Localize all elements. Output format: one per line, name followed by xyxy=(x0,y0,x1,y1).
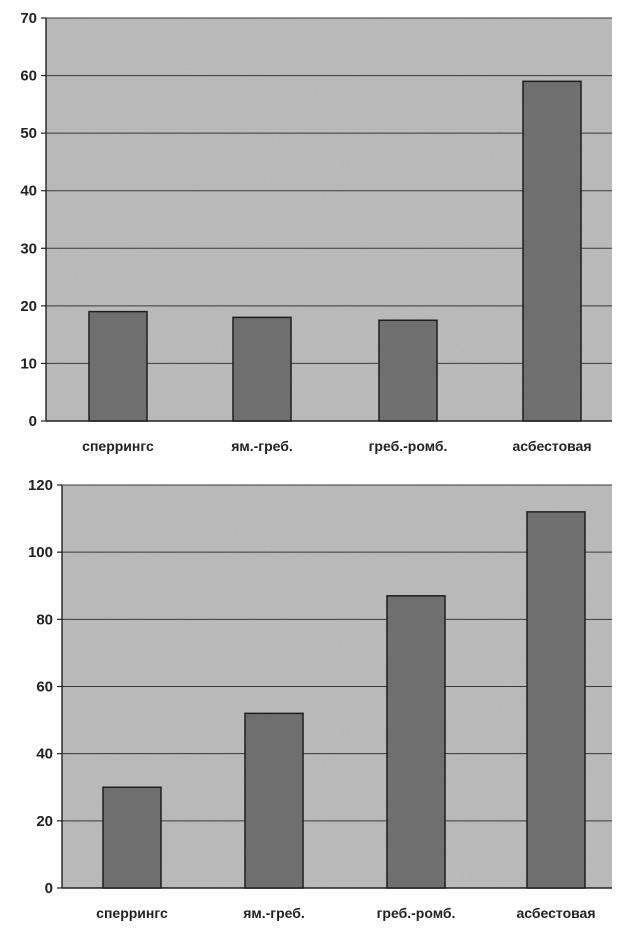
chart1-ytick-label: 30 xyxy=(20,240,37,257)
chart2-ytick-label: 60 xyxy=(36,679,53,696)
chart1-ytick-label: 40 xyxy=(20,183,37,200)
chart2-category-label: сперрингс xyxy=(96,905,168,921)
chart1-category-label: сперрингс xyxy=(82,438,154,454)
chart2-bar-2 xyxy=(244,712,304,889)
chart2-category-label: греб.-ромб. xyxy=(377,905,456,921)
chart2-ytick-label: 40 xyxy=(36,746,53,763)
chart1-bar-1 xyxy=(88,310,148,422)
chart1-ytick-label: 20 xyxy=(20,298,37,315)
chart1-bar-2 xyxy=(232,316,292,422)
chart2-ytick-label: 20 xyxy=(36,813,53,830)
chart1-category-label: греб.-ромб. xyxy=(369,438,448,454)
chart1-category-label: ям.-греб. xyxy=(231,438,293,454)
chart2-ytick-label: 120 xyxy=(28,477,53,494)
chart1-category-label: асбестовая xyxy=(512,438,591,454)
chart1-ytick-label: 60 xyxy=(20,68,37,85)
chart-1: 0 10 20 30 40 50 60 70 сперрингс ям.-греб. греб.-р… xyxy=(20,10,612,454)
chart2-category-label: ям.-греб. xyxy=(243,905,305,921)
chart2-category-label: асбестовая xyxy=(516,905,595,921)
chart1-bar-4 xyxy=(522,80,582,422)
chart1-ytick-label: 10 xyxy=(20,355,37,372)
chart2-ytick-label: 0 xyxy=(45,880,53,897)
chart2-bar-4 xyxy=(526,511,586,889)
chart2-bar-1 xyxy=(102,786,162,889)
chart2-bar-3 xyxy=(386,595,446,889)
chart1-ytick-label: 70 xyxy=(20,10,37,27)
chart1-ytick-label: 0 xyxy=(29,413,37,430)
chart2-ytick-label: 100 xyxy=(28,544,53,561)
chart1-ytick-label: 50 xyxy=(20,125,37,142)
chart1-bar-3 xyxy=(378,319,438,422)
chart-2: 0 20 40 60 80 100 120 сперрингс ям.-греб. греб.-р… xyxy=(28,477,612,921)
chart2-ytick-label: 80 xyxy=(36,611,53,628)
